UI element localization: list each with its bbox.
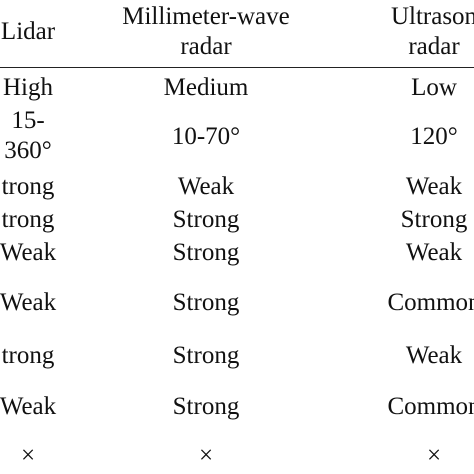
row-2-ultrasonic: Weak: [405, 173, 463, 200]
row-4-millimeter-wave: Strong: [172, 239, 240, 266]
row-1-millimeter-wave: 10-70°: [171, 123, 241, 150]
row-6-ultrasonic: Weak: [405, 342, 463, 369]
header-divider: [0, 67, 474, 68]
row-6-millimeter-wave: Strong: [172, 342, 240, 369]
row-5-millimeter-wave: Strong: [172, 289, 240, 316]
row-7-lidar: Weak: [0, 393, 57, 420]
row-7-ultrasonic: Common: [387, 393, 474, 420]
row-8-millimeter-wave: ×: [198, 442, 214, 469]
row-4-lidar: Weak: [0, 239, 57, 266]
row-1-ultrasonic: 120°: [410, 123, 458, 150]
row-2-lidar: trong: [1, 173, 55, 200]
row-4-ultrasonic: Weak: [405, 239, 463, 266]
row-0-millimeter-wave: Medium: [163, 74, 249, 101]
row-7-millimeter-wave: Strong: [172, 393, 240, 420]
row-0-lidar: High: [3, 74, 53, 101]
row-3-ultrasonic: Strong: [400, 206, 468, 233]
row-8-lidar: ×: [20, 442, 36, 469]
row-5-ultrasonic: Common: [387, 289, 474, 316]
row-2-millimeter-wave: Weak: [177, 173, 235, 200]
row-8-ultrasonic: ×: [426, 442, 442, 469]
row-3-lidar: trong: [1, 206, 55, 233]
row-6-lidar: trong: [1, 342, 55, 369]
header-lidar: Lidar: [0, 18, 56, 45]
row-5-lidar: Weak: [0, 289, 57, 316]
row-1-lidar: 15- 360°: [4, 107, 52, 164]
header-ultrasonic-radar: Ultrason radar: [390, 3, 474, 60]
row-0-ultrasonic: Low: [411, 74, 457, 101]
header-millimeter-wave-radar: Millimeter-wave radar: [122, 3, 290, 60]
row-3-millimeter-wave: Strong: [172, 206, 240, 233]
